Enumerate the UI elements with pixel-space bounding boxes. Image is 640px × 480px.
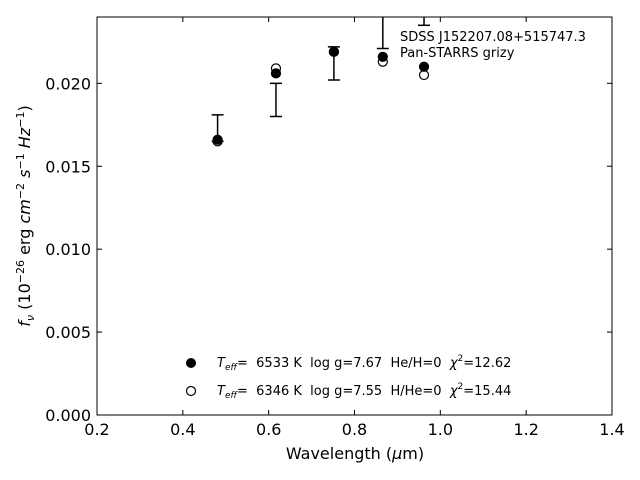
- x-tick-label: 0.8: [342, 420, 367, 439]
- x-tick-label: 0.4: [170, 420, 195, 439]
- y-tick-label: 0.020: [45, 74, 91, 93]
- data-points: [212, 46, 430, 147]
- y-axis-label: fν (10−26 erg cm−2 s−1 Hz−1): [14, 105, 37, 326]
- legend-entry-1: Teff= 6533 K log g=7.67 He/H=0 χ2=12.62: [217, 354, 511, 373]
- x-tick-label: 1.0: [428, 420, 453, 439]
- legend-1-params: = 6533 K log g=7.67 He/H=0: [237, 356, 450, 371]
- annotation-filter-set: Pan-STARRS grizy: [400, 46, 515, 61]
- legend-1-chi: χ: [449, 356, 459, 371]
- model-point-filled: [418, 61, 430, 72]
- model-point-open: [418, 69, 430, 81]
- model-point-open: [212, 136, 223, 147]
- legend-2-teff: T: [217, 384, 226, 399]
- legend-2-params: = 6346 K log g=7.55 H/He=0: [237, 384, 450, 399]
- model-point-open: [377, 56, 388, 67]
- y-tick-label: 0.010: [45, 240, 91, 259]
- model-point-open: [328, 46, 339, 57]
- x-tick-label: 1.4: [599, 420, 624, 439]
- legend-2-chi-value: =15.44: [463, 384, 511, 399]
- legend-2-chi-sup: 2: [458, 382, 464, 392]
- error-bars: [211, 17, 431, 143]
- annotation-object-name: SDSS J152207.08+515747.3: [400, 30, 586, 45]
- y-tick-label: 0.005: [45, 323, 91, 342]
- legend-1-teff-sub: eff: [225, 363, 239, 373]
- legend-1-chi-value: =12.62: [463, 356, 511, 371]
- legend-marker-open: [185, 385, 197, 397]
- y-tick-label: 0.015: [45, 157, 91, 176]
- legend-marker-filled: [186, 358, 196, 368]
- x-tick-label: 0.6: [256, 420, 281, 439]
- model-point-open: [270, 63, 282, 74]
- legend: Teff= 6533 K log g=7.67 He/H=0 χ2=12.62 …: [185, 354, 511, 401]
- legend-entry-2: Teff= 6346 K log g=7.55 H/He=0 χ2=15.44: [217, 382, 511, 401]
- legend-1-teff: T: [217, 356, 226, 371]
- x-tick-label: 1.2: [513, 420, 538, 439]
- axis-ticks: 0.2 0.4 0.6 0.8 1.0 1.2 1.4 0.000 0.005 0.010 0.01…: [45, 17, 625, 439]
- legend-2-chi: χ: [449, 384, 459, 399]
- legend-1-chi-sup: 2: [458, 354, 464, 364]
- y-tick-label: 0.000: [45, 406, 91, 425]
- x-axis-label: Wavelength (μm): [286, 444, 424, 463]
- x-tick-label: 0.2: [84, 420, 109, 439]
- legend-2-teff-sub: eff: [225, 391, 239, 401]
